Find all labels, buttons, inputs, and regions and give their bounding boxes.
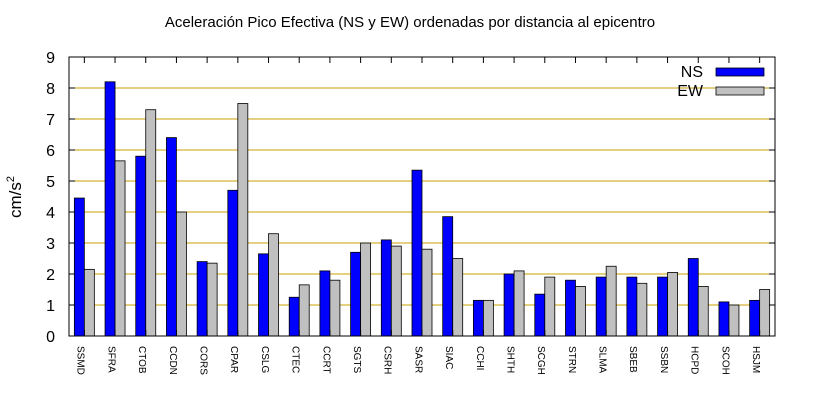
bar-ns-sgts [350, 251, 362, 337]
bar-ew-cors [206, 262, 218, 337]
bar-ew-slma [605, 265, 617, 337]
y-tick-label: 6 [46, 143, 55, 160]
x-tick-label: CCRT [320, 346, 331, 374]
bar-ew-ssmd [83, 268, 95, 337]
bar-ew-ssbn [667, 272, 678, 337]
bar-ns-siac [442, 216, 454, 337]
legend: NS EW [677, 64, 765, 100]
legend-swatch-ew [715, 86, 765, 96]
chart-title: Aceleración Pico Efectiva (NS y EW) orde… [164, 14, 656, 31]
bar-ns-cchi [472, 299, 484, 337]
bar-ns-hsjm [749, 299, 761, 337]
bar-ew-sgts [360, 242, 372, 337]
x-tick-label: CCDN [167, 346, 178, 375]
bar-ns-ccrt [319, 270, 331, 337]
bar-ew-ccdn [176, 211, 187, 337]
x-tick-label: SGTS [351, 346, 362, 374]
legend-swatch-ns [715, 67, 765, 77]
bar-ew-scgh [544, 276, 556, 337]
bar-ns-hcpd [687, 258, 699, 337]
bar-ns-sfra [104, 81, 116, 337]
x-tick-label: STRN [566, 346, 577, 373]
bar-ns-ssbn [657, 276, 668, 337]
x-tick-label: CSLG [259, 346, 270, 373]
bar-ns-sasr [411, 169, 423, 337]
bar-ew-sasr [421, 248, 433, 337]
bar-ew-cchi [482, 299, 494, 337]
x-tick-label: SCGH [535, 346, 546, 375]
bar-ns-ccdn [166, 137, 177, 337]
bar-ew-ccrt [329, 279, 341, 337]
y-tick-label: 1 [46, 298, 55, 315]
bar-ns-cpar [227, 189, 239, 337]
bar-ns-scoh [718, 301, 730, 337]
x-tick-label: HCPD [689, 346, 700, 374]
x-tick-label: SBEB [627, 346, 638, 373]
y-tick-label: 5 [46, 174, 55, 191]
x-tick-label: CORS [197, 346, 208, 375]
bar-ns-cslg [258, 253, 269, 337]
y-tick-label: 4 [46, 205, 55, 222]
bar-ew-ctob [145, 109, 157, 337]
bar-ns-ssmd [73, 197, 85, 337]
x-tick-label: CSRH [382, 346, 393, 374]
bar-ns-sbeb [626, 276, 638, 337]
bar-ew-cslg [268, 233, 279, 337]
x-tick-label: SCOH [719, 346, 730, 375]
y-tick-label: 7 [46, 112, 55, 129]
bar-ew-scoh [728, 304, 740, 337]
bar-ew-shth [513, 270, 525, 337]
bar-ew-hcpd [697, 285, 709, 337]
x-tick-label: CTEC [290, 346, 301, 373]
y-tick-label: 2 [46, 267, 55, 284]
x-tick-label: HSJM [750, 346, 761, 373]
x-tick-label: SSMD [75, 346, 86, 375]
bar-ns-cors [196, 261, 208, 337]
bar-ns-ctec [288, 296, 300, 337]
x-tick-label: SHTH [504, 346, 515, 373]
bar-ns-strn [565, 279, 576, 337]
bar-ns-shth [503, 273, 515, 337]
bar-ns-csrh [380, 239, 392, 337]
y-axis-ticks: 0 1 2 3 4 5 6 7 8 9 [46, 50, 775, 346]
bars [73, 81, 771, 337]
x-tick-label: CPAR [228, 346, 239, 373]
bar-ns-ctob [135, 155, 147, 337]
y-tick-label: 8 [46, 81, 55, 98]
legend-label-ew: EW [677, 83, 704, 100]
bar-ew-csrh [390, 245, 402, 337]
bar-ns-slma [595, 276, 607, 337]
bar-ew-siac [452, 258, 464, 337]
y-tick-label: 9 [46, 50, 55, 67]
bar-ew-sbeb [636, 282, 648, 337]
bar-ew-sfra [114, 160, 126, 337]
x-tick-label: SFRA [105, 346, 116, 373]
legend-label-ns: NS [681, 64, 703, 81]
x-tick-label: SLMA [597, 346, 608, 374]
y-tick-label: 0 [46, 329, 55, 346]
bar-ew-cpar [237, 103, 249, 337]
x-axis-ticks: SSMD SFRA CTOB CCDN CORS CPAR CSLG CTEC CCRT SGTS… [75, 57, 761, 375]
x-tick-label: SIAC [443, 346, 454, 369]
x-tick-label: SASR [412, 346, 423, 373]
x-tick-label: CCHI [474, 346, 485, 370]
bar-ns-scgh [534, 293, 546, 337]
y-tick-label: 3 [46, 236, 55, 253]
y-axis-label: cm/s2 [5, 176, 25, 218]
x-tick-label: CTOB [136, 346, 147, 374]
bar-ew-hsjm [759, 289, 771, 337]
x-tick-label: SSBN [658, 346, 669, 373]
bar-ew-ctec [298, 284, 310, 337]
bar-ew-strn [575, 285, 586, 337]
